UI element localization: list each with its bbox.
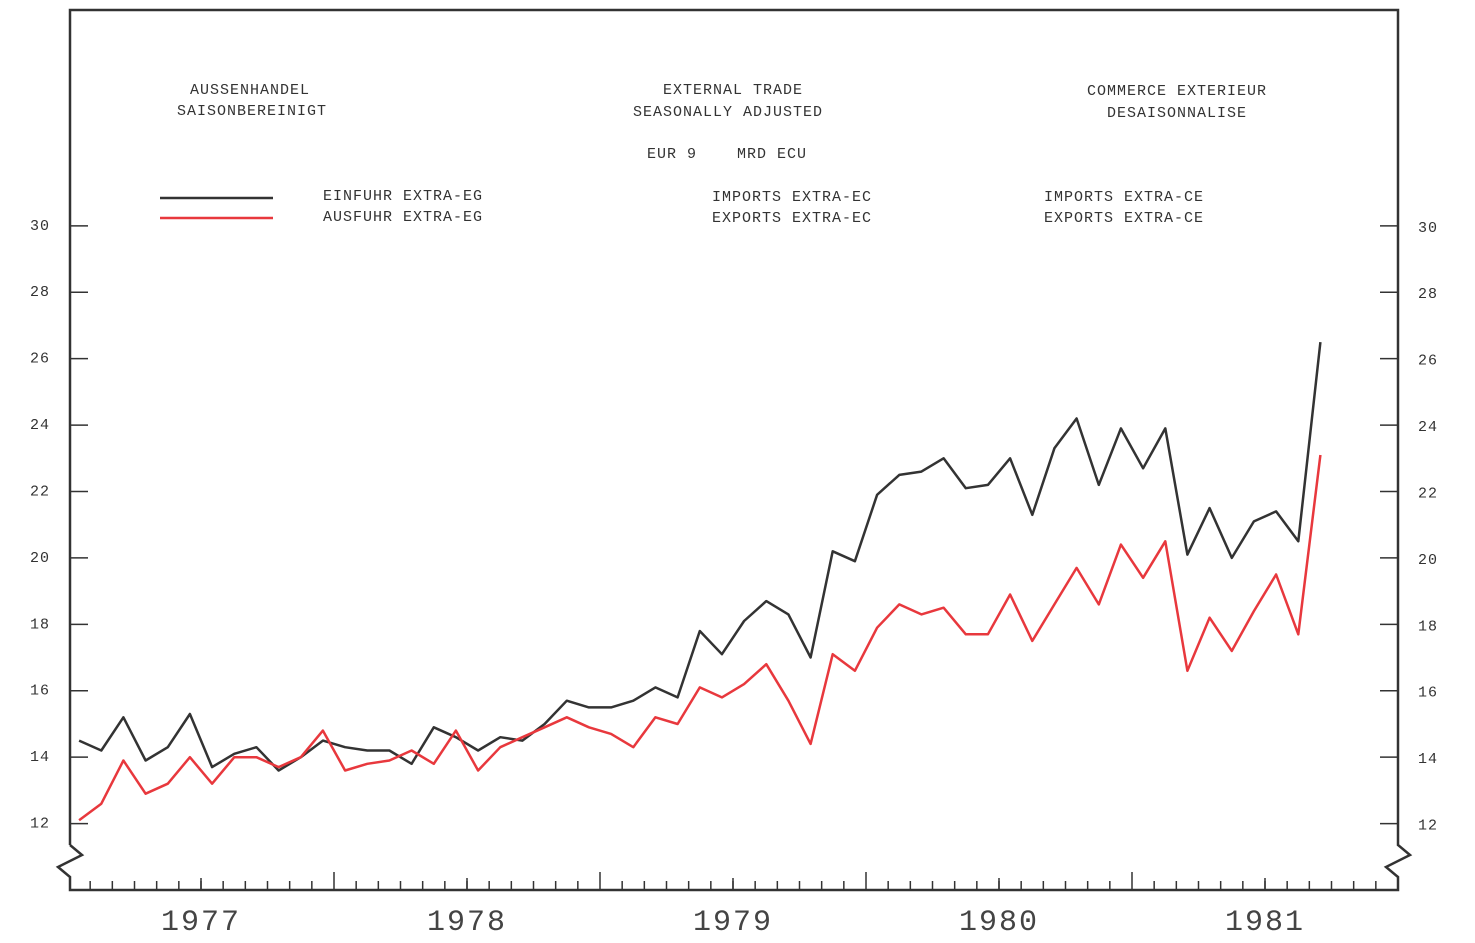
y2-tick-label: 16: [1418, 685, 1438, 702]
y2-tick-label: 22: [1418, 485, 1438, 502]
title-fr: COMMERCE EXTERIEUR: [1087, 83, 1267, 100]
x-tick-label: 1980: [959, 906, 1039, 940]
x-tick-label: 1977: [161, 906, 241, 940]
y-tick-label: 22: [30, 483, 50, 500]
legend-label-de: AUSFUHR EXTRA-EG: [323, 209, 483, 226]
x-tick-label: 1978: [427, 906, 507, 940]
y-tick-label: 30: [30, 218, 50, 235]
series-line: [78, 341, 1322, 772]
subtitle-de: SAISONBEREINIGT: [177, 103, 327, 120]
y2-tick-label: 24: [1418, 419, 1438, 436]
y2-tick-label: 30: [1418, 220, 1438, 237]
subtitle-en: SEASONALLY ADJUSTED: [633, 104, 823, 121]
legend-label-fr: IMPORTS EXTRA-CE: [1044, 189, 1204, 206]
y-tick-label: 20: [30, 550, 50, 567]
subtitle-fr: DESAISONNALISE: [1107, 105, 1247, 122]
y2-tick-label: 26: [1418, 353, 1438, 370]
y2-tick-label: 18: [1418, 618, 1438, 635]
x-tick-label: 1981: [1225, 906, 1305, 940]
y-tick-label: 14: [30, 749, 50, 766]
unit-label: EUR 9: [647, 146, 697, 163]
title-de: AUSSENHANDEL: [190, 82, 310, 99]
y2-tick-label: 12: [1418, 818, 1438, 835]
y2-tick-label: 28: [1418, 286, 1438, 303]
x-tick-label: 1979: [693, 906, 773, 940]
y-tick-label: 16: [30, 683, 50, 700]
y-tick-label: 28: [30, 284, 50, 301]
frame: [55, 8, 1413, 892]
y2-tick-label: 14: [1418, 751, 1438, 768]
legend-label-fr: EXPORTS EXTRA-CE: [1044, 210, 1204, 227]
unit-label: MRD ECU: [737, 146, 807, 163]
legend-label: EXPORTS EXTRA-EC: [712, 210, 872, 227]
legend-label: IMPORTS EXTRA-EC: [712, 189, 872, 206]
y-tick-label: 12: [30, 816, 50, 833]
y2-tick-label: 20: [1418, 552, 1438, 569]
legend-label-de: EINFUHR EXTRA-EG: [323, 188, 483, 205]
y-tick-label: 24: [30, 417, 50, 434]
title-en: EXTERNAL TRADE: [663, 82, 803, 99]
y-tick-label: 18: [30, 616, 50, 633]
series-line: [78, 454, 1322, 822]
y-tick-label: 26: [30, 351, 50, 368]
